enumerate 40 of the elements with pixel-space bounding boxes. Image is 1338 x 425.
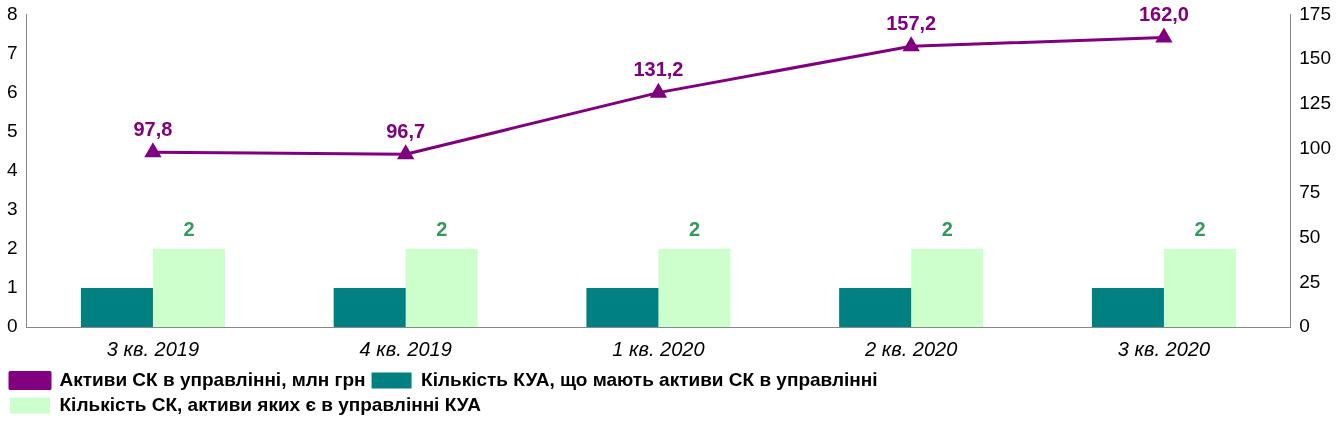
point: [903, 37, 919, 52]
data-label: 2: [436, 218, 448, 241]
x-tick-label: 3 кв. 2020: [1117, 337, 1211, 360]
y2-tick-label: 125: [1299, 91, 1331, 113]
y-tick-label: 4: [6, 158, 18, 180]
point: [650, 84, 666, 98]
data-label: 157,2: [886, 11, 937, 34]
y2-tick-label: 100: [1299, 136, 1331, 158]
legend-label: Активи СК в управлінні, млн грн: [59, 368, 366, 390]
legend-label: Кількість КУА, що мають активи СК в управлінні: [421, 368, 878, 390]
data-label: 2: [688, 218, 701, 241]
x-tick-label: 4 кв. 2019: [359, 337, 452, 360]
point: [145, 143, 161, 158]
y2-tick-label: 175: [1299, 2, 1331, 24]
y2-tick-label: 150: [1299, 47, 1331, 69]
legend-label: Кількість СК, активи яких є в управлінні КУА: [59, 393, 482, 415]
y2-tick-label: 25: [1299, 270, 1321, 292]
y2-tick-label: 50: [1299, 225, 1321, 247]
data-label: 97,8: [133, 117, 173, 140]
point: [1156, 29, 1172, 43]
y-tick-label: 1: [6, 276, 18, 298]
data-label: 2: [183, 218, 195, 241]
data-label: 131,2: [633, 58, 684, 81]
y-tick-label: 5: [6, 119, 18, 141]
x-tick-label: 2 кв. 2020: [864, 337, 958, 360]
y2-tick-label: 75: [1299, 181, 1321, 203]
y-tick-label: 0: [6, 315, 18, 337]
x-tick-label: 1 кв. 2020: [612, 337, 705, 360]
data-label: 96,7: [386, 119, 426, 142]
data-label: 2: [941, 218, 953, 241]
y-tick-label: 2: [6, 237, 18, 259]
y2-tick-label: 0: [1299, 315, 1310, 337]
y-tick-label: 8: [6, 2, 18, 24]
data-label: 162,0: [1138, 3, 1189, 26]
x-tick-label: 3 кв. 2019: [106, 337, 200, 360]
y-tick-label: 3: [6, 198, 18, 220]
y-tick-label: 7: [6, 41, 18, 63]
point: [398, 145, 414, 160]
y-tick-label: 6: [6, 80, 18, 102]
data-label: 2: [1194, 218, 1206, 241]
